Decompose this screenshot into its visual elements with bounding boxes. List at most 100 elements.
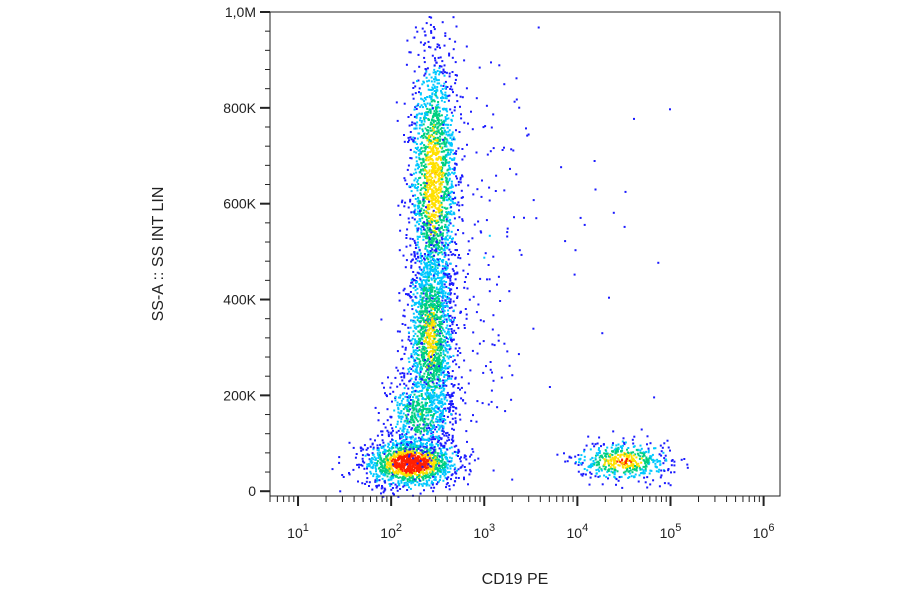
event-point [426, 264, 428, 267]
event-point [424, 378, 427, 381]
event-point [453, 384, 456, 386]
event-point [434, 479, 437, 481]
event-point [438, 186, 441, 189]
event-point [441, 219, 443, 222]
event-point [440, 405, 443, 408]
event-point [405, 234, 408, 236]
event-point [432, 382, 435, 385]
event-point [398, 447, 401, 449]
event-point [376, 434, 379, 437]
event-point [465, 430, 468, 433]
event-point [440, 348, 443, 351]
event-point [441, 261, 444, 264]
event-point [426, 481, 429, 484]
event-point [433, 375, 436, 378]
event-point [453, 106, 456, 109]
event-point [384, 471, 387, 474]
event-point [439, 156, 442, 159]
event-point [454, 304, 457, 307]
event-point [425, 186, 428, 189]
event-point [437, 235, 440, 238]
event-point [423, 187, 426, 190]
event-point [426, 139, 429, 142]
event-point [417, 330, 420, 333]
event-point [412, 194, 415, 197]
event-point [384, 457, 387, 460]
event-point [455, 265, 458, 268]
event-point [428, 96, 431, 99]
event-point [462, 232, 465, 235]
event-point [424, 424, 427, 427]
event-point [451, 240, 454, 243]
event-point [434, 144, 437, 147]
event-point [428, 397, 430, 400]
event-point [418, 452, 421, 454]
event-point [416, 413, 419, 416]
event-point [435, 344, 438, 347]
event-point [412, 463, 415, 466]
event-point [437, 423, 440, 426]
event-point [404, 463, 407, 465]
event-point [422, 232, 424, 235]
event-point [401, 357, 404, 360]
event-point [416, 230, 419, 233]
event-point [429, 293, 432, 296]
event-point [338, 461, 341, 464]
event-point [463, 327, 466, 329]
event-point [449, 124, 452, 126]
event-point [442, 286, 444, 289]
event-point [431, 303, 434, 306]
event-point [415, 105, 418, 108]
event-point [440, 420, 443, 422]
event-point [427, 468, 430, 471]
event-point [450, 184, 453, 187]
event-point [451, 323, 454, 326]
event-point [433, 68, 436, 71]
event-point [424, 379, 427, 382]
event-point [437, 179, 440, 182]
event-point [428, 303, 431, 306]
event-point [424, 309, 427, 312]
event-point [435, 314, 438, 317]
event-point [418, 409, 420, 412]
event-point [449, 203, 452, 206]
event-point [447, 117, 450, 120]
event-point [425, 479, 428, 482]
event-point [412, 424, 415, 427]
event-point [433, 205, 436, 208]
event-point [457, 327, 460, 330]
event-point [422, 433, 425, 436]
event-point [429, 179, 432, 182]
event-point [419, 105, 422, 108]
event-point [409, 457, 411, 460]
event-point [422, 106, 424, 109]
event-point [419, 210, 421, 213]
event-point [416, 319, 419, 322]
event-point [428, 357, 431, 360]
event-point [429, 173, 432, 176]
event-point [438, 175, 440, 178]
event-point [439, 168, 441, 171]
event-point [430, 76, 433, 79]
event-point [428, 474, 431, 477]
event-point [449, 173, 451, 176]
event-point [443, 444, 446, 447]
event-point [398, 330, 401, 333]
event-point [432, 313, 435, 316]
event-point [393, 457, 396, 460]
event-point [449, 153, 452, 156]
event-point [423, 146, 426, 149]
event-point [413, 463, 416, 466]
event-point [430, 199, 433, 202]
event-point [426, 207, 429, 210]
event-point [414, 177, 417, 180]
event-point [422, 267, 425, 270]
event-point [425, 294, 428, 297]
event-point [423, 165, 425, 167]
event-point [433, 268, 436, 271]
event-point [450, 328, 453, 330]
event-point [417, 246, 420, 249]
event-point [427, 300, 430, 303]
event-point [422, 427, 425, 430]
event-point [429, 456, 432, 459]
